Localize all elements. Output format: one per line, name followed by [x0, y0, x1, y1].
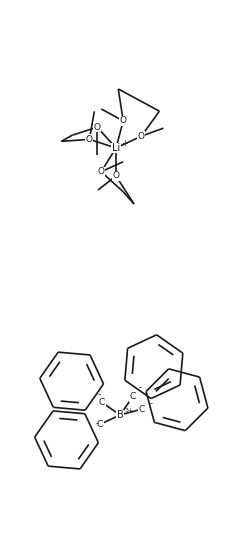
Text: O: O [112, 171, 119, 181]
Text: -: - [97, 390, 100, 399]
Text: O: O [85, 135, 92, 144]
Text: -: - [95, 419, 98, 428]
Text: Li: Li [111, 143, 120, 153]
Text: B: B [116, 410, 123, 420]
Text: O: O [93, 123, 100, 131]
Text: -: - [137, 382, 140, 392]
Text: -: - [149, 399, 152, 408]
Text: O: O [137, 131, 144, 141]
Text: O: O [119, 116, 126, 126]
Text: O: O [97, 167, 104, 176]
Text: C: C [98, 398, 105, 407]
Text: C: C [137, 405, 144, 414]
Text: C: C [97, 420, 103, 429]
Text: +: + [120, 138, 127, 148]
Text: C: C [129, 392, 135, 401]
Text: 3+: 3+ [124, 407, 133, 412]
